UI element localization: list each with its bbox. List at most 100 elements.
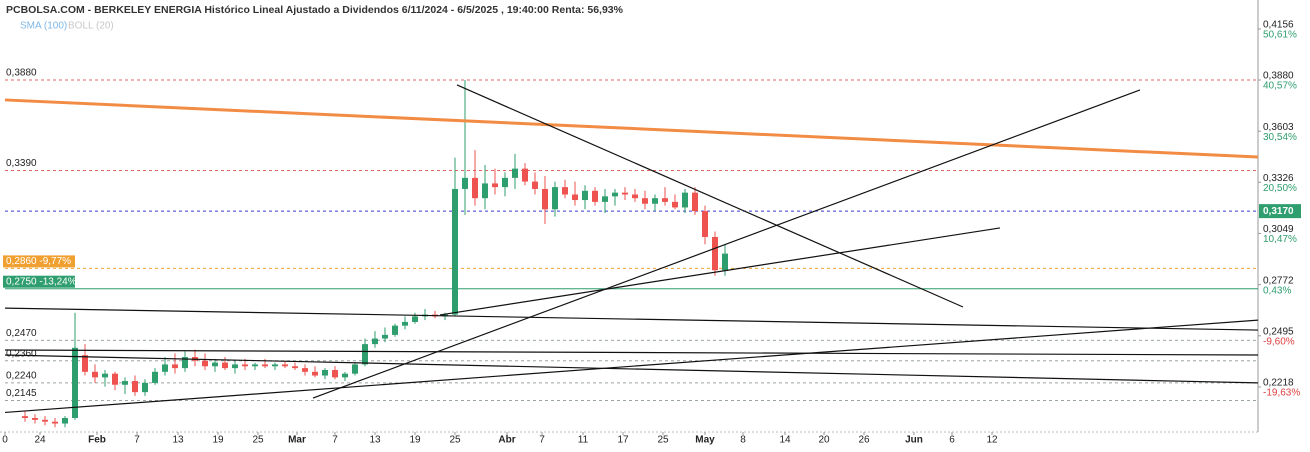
candle-body — [652, 198, 658, 204]
x-tick-label: 14 — [779, 435, 791, 446]
trend-line — [4, 354, 1259, 384]
candle-body — [592, 190, 598, 202]
candle-body — [162, 364, 168, 372]
candle-body — [42, 419, 48, 422]
x-tick-label: Mar — [288, 435, 306, 446]
candle-body — [662, 198, 668, 202]
candle-body — [632, 194, 638, 199]
x-tick-label: Feb — [88, 435, 106, 446]
candle-body — [372, 338, 378, 345]
candle-body — [272, 364, 278, 367]
candle-body — [402, 321, 408, 326]
candle-body — [692, 192, 698, 212]
y-tick-percent: 10,47% — [1263, 234, 1297, 245]
candle-body — [232, 364, 238, 369]
candle-body — [472, 177, 478, 199]
y-tick-percent: 0,43% — [1263, 285, 1291, 296]
y-tick-label: 0,3880 — [1263, 71, 1294, 82]
x-tick-label: 20 — [818, 435, 830, 446]
candle-body — [672, 201, 678, 208]
candle-body — [352, 364, 358, 374]
candle-body — [212, 362, 218, 367]
x-tick-label: 25 — [252, 435, 264, 446]
candle-body — [392, 325, 398, 335]
candle-body — [412, 316, 418, 322]
candle-body — [572, 194, 578, 201]
candle-body — [642, 198, 648, 204]
trend-line — [4, 319, 1259, 414]
trend-line — [312, 89, 1141, 399]
y-tick-percent: 30,54% — [1263, 132, 1297, 143]
x-tick-label: 7 — [134, 435, 140, 446]
candle-body — [722, 253, 728, 271]
x-tick-label: 13 — [369, 435, 381, 446]
x-tick-label: 19 — [212, 435, 224, 446]
y-tick-label: 0,3049 — [1263, 224, 1294, 235]
x-tick-label: 13 — [172, 435, 184, 446]
candle-body — [332, 369, 338, 378]
candle-body — [702, 211, 708, 237]
candle-body — [242, 364, 248, 367]
candle-body — [682, 192, 688, 208]
x-tick-label: 26 — [858, 435, 870, 446]
y-tick-percent: 50,61% — [1263, 30, 1297, 41]
y-tick-label: 0,2772 — [1263, 275, 1294, 286]
candle-body — [322, 369, 328, 376]
x-tick-label: 7 — [332, 435, 338, 446]
candle-body — [262, 364, 268, 367]
y-tick-label: 0,2218 — [1263, 378, 1294, 389]
x-tick-label: 8 — [740, 435, 746, 446]
x-tick-label: May — [695, 435, 715, 446]
level-label-box — [3, 255, 75, 268]
candle-body — [222, 362, 228, 369]
candle-body — [92, 371, 98, 378]
candle-body — [522, 168, 528, 182]
candle-body — [552, 187, 558, 210]
candle-body — [122, 381, 128, 385]
trend-line — [4, 98, 1259, 159]
candle-body — [172, 364, 178, 369]
candle-body — [612, 192, 618, 197]
candle-body — [562, 187, 568, 195]
candle-body — [532, 181, 538, 189]
x-tick-label: 24 — [34, 435, 46, 446]
candle-body — [152, 371, 158, 383]
x-tick-label: 25 — [657, 435, 669, 446]
trend-line — [456, 84, 964, 308]
candle-body — [382, 334, 388, 339]
candle-body — [712, 236, 718, 271]
candle-body — [452, 188, 458, 315]
x-tick-label: 7 — [539, 435, 545, 446]
x-tick-label: 11 — [578, 435, 589, 446]
x-tick-label: Abr — [498, 435, 515, 446]
candle-body — [62, 417, 68, 424]
candle-body — [362, 344, 368, 365]
x-tick-label: 12 — [986, 435, 998, 446]
x-tick-label: 17 — [617, 435, 629, 446]
candle-body — [302, 368, 308, 372]
candle-body — [182, 357, 188, 369]
x-tick-label: 6 — [949, 435, 955, 446]
y-tick-label: 0,3603 — [1263, 122, 1294, 133]
candle-body — [282, 364, 288, 367]
current-label: 0,3170 — [1263, 206, 1294, 217]
candle-body — [202, 360, 208, 367]
y-tick-percent: -9,60% — [1263, 336, 1295, 347]
level-label: 0,2360 — [6, 348, 37, 359]
candle-body — [102, 373, 108, 378]
candle-body — [132, 381, 138, 393]
trend-line — [4, 349, 1259, 356]
candle-body — [622, 192, 628, 195]
level-label: 0,2750 -13,24% — [6, 276, 77, 287]
level-label: 0,2470 — [6, 328, 37, 339]
candle-body — [142, 382, 148, 393]
candle-body — [52, 421, 58, 424]
candle-body — [512, 168, 518, 178]
candle-body — [482, 183, 488, 199]
y-tick-label: 0,3326 — [1263, 173, 1294, 184]
level-label: 0,3880 — [6, 68, 37, 79]
x-tick-label: 19 — [409, 435, 421, 446]
current-label-box — [1259, 204, 1301, 219]
candle-body — [32, 417, 38, 420]
